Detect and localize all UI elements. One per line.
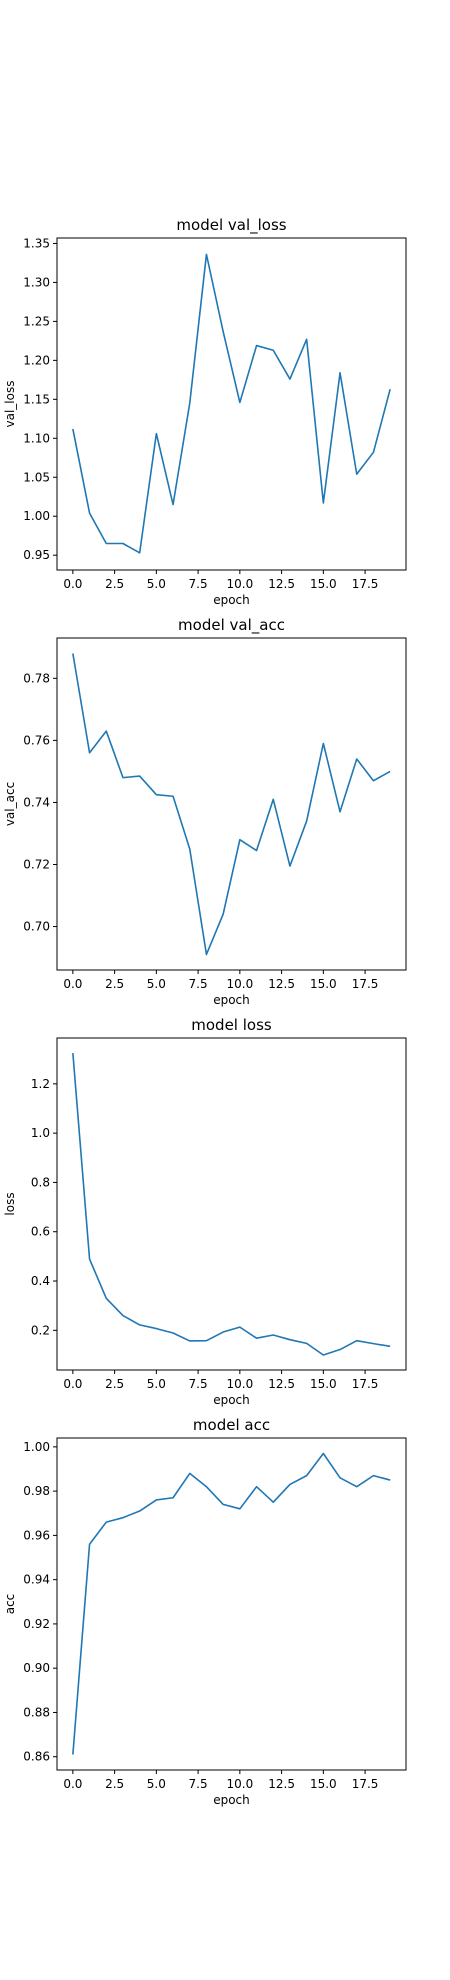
y-tick-label: 1.00 [23, 1440, 50, 1454]
y-tick-label: 0.94 [23, 1573, 50, 1587]
x-axis-label: epoch [213, 593, 250, 607]
x-tick-label: 12.5 [268, 977, 295, 991]
y-tick-label: 0.76 [23, 733, 50, 747]
chart-title: model val_acc [178, 616, 285, 635]
y-tick-label: 1.35 [23, 236, 50, 250]
x-tick-label: 10.0 [226, 577, 253, 591]
x-tick-label: 5.0 [147, 977, 166, 991]
y-tick-label: 0.74 [23, 795, 50, 809]
x-tick-label: 2.5 [105, 977, 124, 991]
y-tick-label: 1.00 [23, 509, 50, 523]
x-tick-label: 12.5 [268, 1377, 295, 1391]
x-axis-label: epoch [213, 1793, 250, 1807]
x-tick-label: 7.5 [189, 577, 208, 591]
x-tick-label: 15.0 [310, 977, 337, 991]
plot-frame [57, 1438, 406, 1770]
y-tick-label: 0.90 [23, 1661, 50, 1675]
series-line [73, 1453, 390, 1754]
x-tick-label: 0.0 [63, 1777, 82, 1791]
chart-panel-2: model val_acc 0.0 2.5 5.0 7.5 10.0 12.5 15.0 17.… [3, 616, 406, 1007]
y-tick-label: 1.15 [23, 392, 50, 406]
plot-frame [57, 638, 406, 970]
y-tick-label: 0.95 [23, 548, 50, 562]
x-tick-label: 2.5 [105, 577, 124, 591]
series-line [73, 654, 390, 955]
y-tick-label: 0.8 [31, 1175, 50, 1189]
x-tick-label: 12.5 [268, 577, 295, 591]
y-tick-label: 0.78 [23, 671, 50, 685]
x-tick-label: 15.0 [310, 1377, 337, 1391]
y-tick-label: 0.6 [31, 1225, 50, 1239]
y-tick-label: 1.05 [23, 470, 50, 484]
x-tick-label: 2.5 [105, 1377, 124, 1391]
x-tick-label: 5.0 [147, 1377, 166, 1391]
y-tick-label: 0.70 [23, 920, 50, 934]
x-tick-label: 0.0 [63, 1377, 82, 1391]
x-tick-label: 10.0 [226, 1777, 253, 1791]
x-tick-label: 7.5 [189, 977, 208, 991]
chart-panel-1: model val_loss 0.0 2.5 5.0 7.5 10.0 12.5 15.0 17… [3, 216, 406, 607]
y-tick-label: 0.86 [23, 1750, 50, 1764]
x-axis-label: epoch [213, 1393, 250, 1407]
x-tick-label: 5.0 [147, 1777, 166, 1791]
y-tick-label: 0.98 [23, 1484, 50, 1498]
y-axis-label: acc [3, 1594, 17, 1615]
y-tick-label: 0.2 [31, 1323, 50, 1337]
chart-panel-3: model loss 0.0 2.5 5.0 7.5 10.0 12.5 15.0 17.5 0.… [3, 1016, 406, 1407]
x-tick-label: 10.0 [226, 977, 253, 991]
x-tick-label: 2.5 [105, 1777, 124, 1791]
x-tick-label: 7.5 [189, 1777, 208, 1791]
x-tick-label: 12.5 [268, 1777, 295, 1791]
x-tick-label: 7.5 [189, 1377, 208, 1391]
plot-frame [57, 1038, 406, 1370]
y-tick-label: 1.0 [31, 1126, 50, 1140]
y-tick-label: 0.72 [23, 858, 50, 872]
y-axis-label: loss [3, 1192, 17, 1215]
y-axis-label: val_loss [3, 381, 17, 428]
x-axis-label: epoch [213, 993, 250, 1007]
y-tick-label: 0.88 [23, 1705, 50, 1719]
y-tick-label: 1.10 [23, 431, 50, 445]
chart-title: model acc [193, 1416, 270, 1434]
y-axis-label: val_acc [3, 782, 17, 826]
chart-panel-4: model acc 0.0 2.5 5.0 7.5 10.0 12.5 15.0 17.5 0.8… [3, 1416, 406, 1807]
x-tick-label: 17.5 [352, 577, 379, 591]
x-tick-label: 5.0 [147, 577, 166, 591]
x-tick-label: 17.5 [352, 1377, 379, 1391]
y-tick-label: 0.96 [23, 1528, 50, 1542]
series-line [73, 254, 390, 552]
x-tick-label: 15.0 [310, 577, 337, 591]
y-tick-label: 1.2 [31, 1077, 50, 1091]
x-tick-label: 17.5 [352, 1777, 379, 1791]
y-tick-label: 1.20 [23, 353, 50, 367]
chart-title: model loss [191, 1016, 272, 1034]
y-tick-label: 0.92 [23, 1617, 50, 1631]
y-tick-label: 0.4 [31, 1274, 50, 1288]
plot-frame [57, 238, 406, 570]
x-tick-label: 0.0 [63, 577, 82, 591]
chart-title: model val_loss [176, 216, 286, 235]
x-tick-label: 15.0 [310, 1777, 337, 1791]
series-line [73, 1053, 390, 1355]
x-tick-label: 17.5 [352, 977, 379, 991]
x-tick-label: 0.0 [63, 977, 82, 991]
y-tick-label: 1.25 [23, 314, 50, 328]
y-tick-label: 1.30 [23, 275, 50, 289]
x-tick-label: 10.0 [226, 1377, 253, 1391]
